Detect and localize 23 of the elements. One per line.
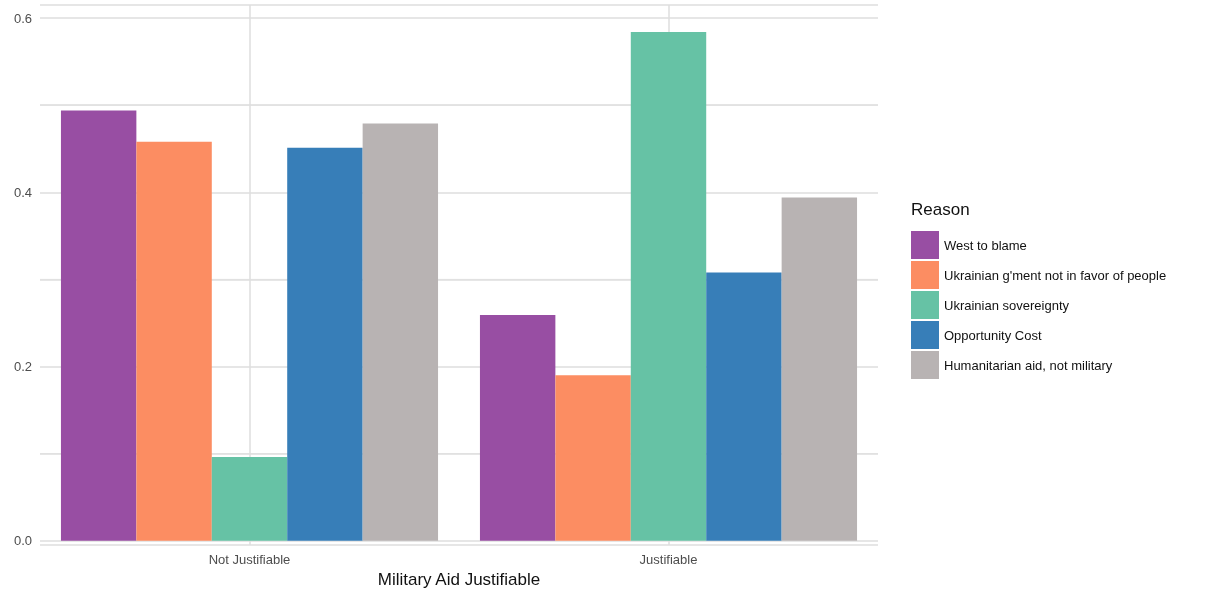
bar: [555, 375, 631, 541]
legend-label: Ukrainian g'ment not in favor of people: [944, 267, 1167, 283]
legend-label: Ukrainian sovereignty: [944, 297, 1070, 313]
legend-label: Opportunity Cost: [944, 327, 1042, 343]
x-tick-label: Justifiable: [639, 552, 698, 567]
legend-label: Humanitarian aid, not military: [944, 357, 1113, 373]
bar: [362, 123, 439, 541]
y-tick-label: 0.4: [13, 184, 32, 200]
y-tick-label: 0.0: [13, 533, 32, 549]
bar: [479, 315, 556, 541]
bar: [136, 141, 212, 541]
x-tick-label: Not Justifiable: [208, 552, 291, 567]
legend-title: Reason: [911, 200, 970, 219]
bar: [60, 110, 137, 541]
bar: [781, 197, 858, 541]
bar: [287, 147, 363, 541]
y-tick-label: 0.2: [13, 358, 32, 374]
bar: [706, 272, 782, 541]
bar: [630, 32, 707, 541]
bar: [211, 457, 288, 541]
legend-label: West to blame: [944, 237, 1027, 253]
x-axis-title: Military Aid Justifiable: [377, 569, 541, 589]
y-tick-label: 0.6: [13, 10, 32, 26]
